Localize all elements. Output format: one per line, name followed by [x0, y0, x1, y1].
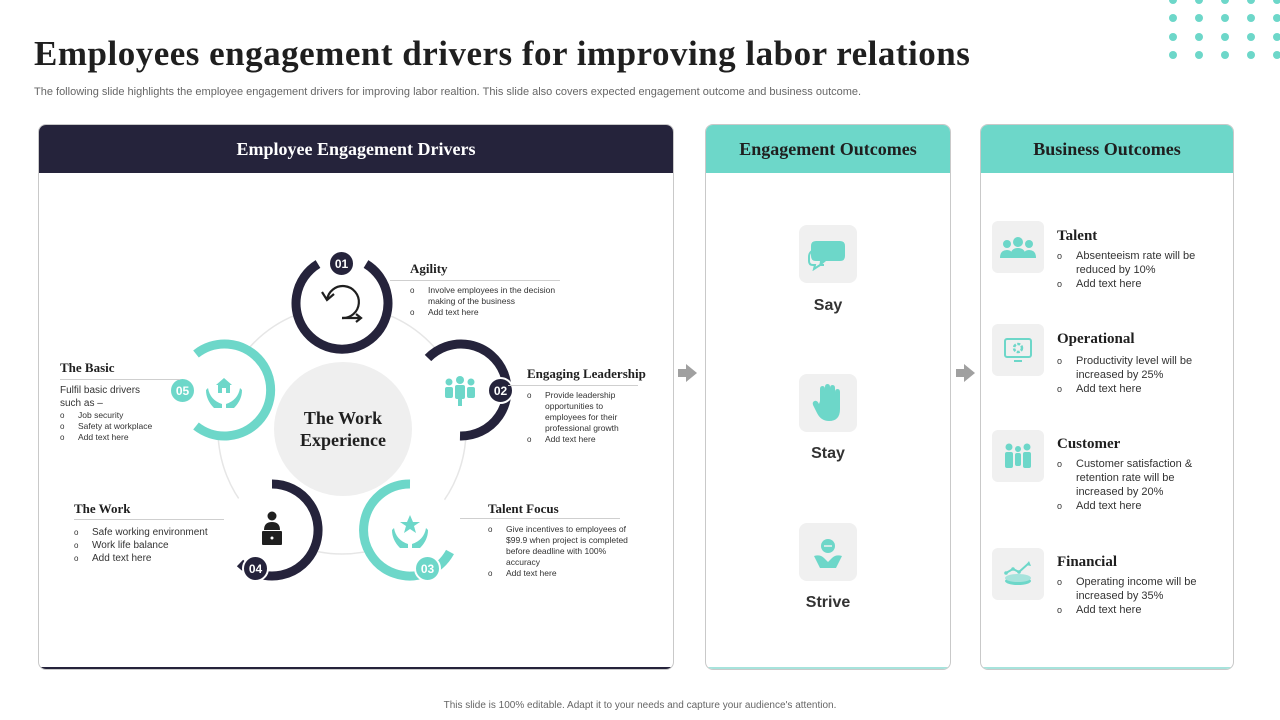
driver-points-agility: Involve employees in the decision making…	[410, 285, 570, 318]
business-points-customer: Customer satisfaction & retention rate w…	[1057, 457, 1215, 513]
speech-bubbles-icon	[799, 225, 857, 283]
page-title: Employees engagement drivers for improvi…	[34, 34, 971, 73]
engagement-label-say: Say	[813, 297, 843, 314]
driver-title-the-work: The Work	[74, 501, 131, 516]
list-item: Add text here	[410, 307, 570, 318]
engagement-panel: Engagement Outcomes	[705, 124, 951, 670]
engagement-label-strive: Strive	[805, 594, 851, 611]
list-item: Customer satisfaction & retention rate w…	[1057, 457, 1215, 499]
list-item: Work life balance	[74, 539, 234, 552]
hands-house-icon	[206, 378, 242, 408]
list-item: Add text here	[1057, 277, 1215, 291]
business-title-operational: Operational	[1057, 331, 1135, 347]
page-subtitle: The following slide highlights the emplo…	[34, 86, 862, 98]
business-panel-bottom-line	[981, 667, 1233, 669]
driver-title-agility: Agility	[410, 261, 448, 276]
work-experience-label: The Work Experience	[300, 408, 386, 450]
worker-desk-icon	[262, 511, 282, 545]
growth-coins-icon	[992, 548, 1044, 600]
business-panel-header: Business Outcomes	[981, 125, 1233, 173]
business-points-operational: Productivity level will be increased by …	[1057, 354, 1215, 396]
list-item: Provide leadership opportunities to empl…	[527, 390, 637, 434]
business-title-customer: Customer	[1057, 436, 1121, 452]
drivers-panel-header: Employee Engagement Drivers	[39, 125, 673, 173]
driver-node-03	[359, 479, 456, 581]
work-experience-center: The Work Experience	[274, 362, 412, 496]
business-points-financial: Operating income will be increased by 35…	[1057, 575, 1215, 617]
engagement-panel-bottom-line	[706, 667, 950, 669]
driver-badge-02: 02	[487, 377, 514, 404]
hands-star-icon	[392, 515, 428, 548]
list-item: Involve employees in the decision making…	[410, 285, 570, 307]
driver-divider	[508, 385, 638, 386]
raised-hand-icon	[799, 374, 857, 432]
people-group-icon	[992, 221, 1044, 273]
driver-points-the-basic: Job security Safety at workplace Add tex…	[60, 410, 180, 443]
list-item: Add text here	[74, 552, 234, 565]
list-item: Safe working environment	[74, 526, 234, 539]
list-item: Add text here	[488, 568, 638, 579]
list-item: Give incentives to employees of $99.9 wh…	[488, 524, 638, 568]
list-item: Add text here	[527, 434, 637, 445]
business-title-talent: Talent	[1057, 228, 1098, 244]
business-points-talent: Absenteeism rate will be reduced by 10% …	[1057, 249, 1215, 291]
striving-person-icon	[799, 523, 857, 581]
engagement-panel-header: Engagement Outcomes	[706, 125, 950, 173]
driver-divider	[60, 379, 180, 380]
customers-icon	[992, 430, 1044, 482]
driver-title-engaging-leadership: Engaging Leadership	[527, 366, 646, 381]
driver-node-01	[291, 258, 393, 354]
driver-divider	[74, 519, 224, 520]
list-item: Safety at workplace	[60, 421, 180, 432]
team-leader-icon	[445, 376, 475, 406]
list-item: Operating income will be increased by 35…	[1057, 575, 1215, 603]
engagement-label-stay: Stay	[811, 445, 845, 462]
agility-cycle-icon	[321, 284, 363, 323]
driver-intro-the-basic: Fulfil basic drivers such as –	[60, 385, 141, 409]
list-item: Add text here	[1057, 603, 1215, 617]
driver-points-talent-focus: Give incentives to employees of $99.9 wh…	[488, 524, 638, 579]
driver-points-the-work: Safe working environment Work life balan…	[74, 526, 234, 565]
list-item: Add text here	[1057, 499, 1215, 513]
drivers-panel-bottom-line	[39, 667, 673, 669]
driver-title-the-basic: The Basic	[60, 360, 115, 375]
driver-badge-05: 05	[169, 377, 196, 404]
driver-divider	[390, 280, 560, 281]
gear-screen-icon	[992, 324, 1044, 376]
list-item: Add text here	[60, 432, 180, 443]
list-item: Job security	[60, 410, 180, 421]
business-title-financial: Financial	[1057, 554, 1118, 570]
driver-badge-01: 01	[328, 250, 355, 277]
footer-note: This slide is 100% editable. Adapt it to…	[443, 700, 837, 711]
driver-badge-04: 04	[242, 555, 269, 582]
driver-badge-03: 03	[414, 555, 441, 582]
list-item: Add text here	[1057, 382, 1215, 396]
decorative-dots	[1164, 0, 1280, 62]
driver-points-engaging-leadership: Provide leadership opportunities to empl…	[527, 390, 637, 445]
driver-divider	[460, 518, 620, 519]
list-item: Absenteeism rate will be reduced by 10%	[1057, 249, 1215, 277]
driver-title-talent-focus: Talent Focus	[488, 501, 559, 516]
list-item: Productivity level will be increased by …	[1057, 354, 1215, 382]
